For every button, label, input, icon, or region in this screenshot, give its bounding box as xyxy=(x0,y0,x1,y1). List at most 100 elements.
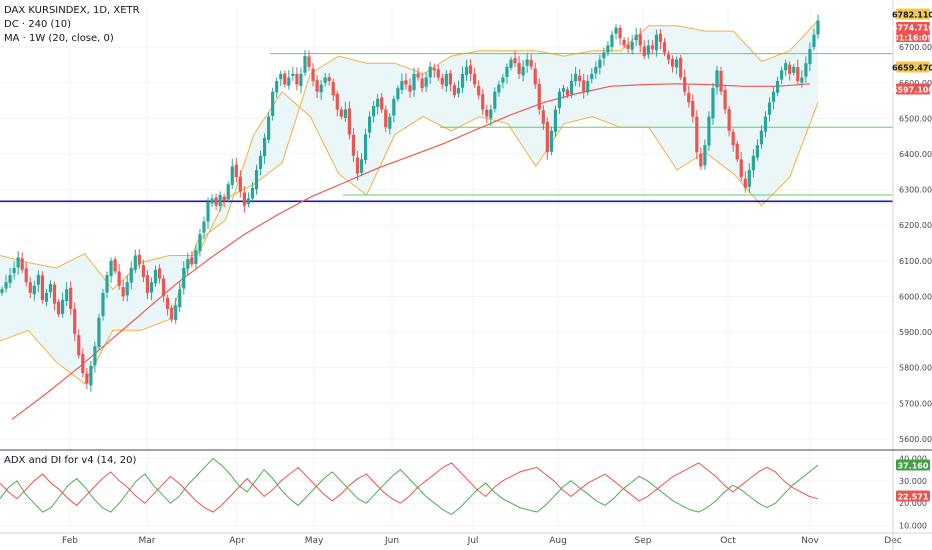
time-tick-label: May xyxy=(305,536,324,546)
candle-body xyxy=(60,300,65,314)
candle-body xyxy=(125,282,129,296)
candle-body xyxy=(533,68,537,85)
time-tick-label: Jun xyxy=(384,536,399,546)
price-tick-label: 6500.000 xyxy=(899,114,932,123)
price-tick-label: 5900.000 xyxy=(899,328,932,337)
candle-body xyxy=(283,73,287,85)
candle-body xyxy=(392,98,396,116)
candle-body xyxy=(267,116,271,140)
candle-body xyxy=(784,63,788,71)
candle-body xyxy=(792,66,796,73)
candle-body xyxy=(719,71,723,92)
candle-body xyxy=(561,88,566,92)
candle-body xyxy=(254,170,259,190)
candle-body xyxy=(20,258,24,270)
candle-body xyxy=(630,41,634,50)
candle-body xyxy=(456,88,461,94)
candle-body xyxy=(238,176,242,192)
time-tick-label: Jul xyxy=(467,536,479,546)
candle-body xyxy=(618,27,622,39)
di-plus-line xyxy=(0,457,819,515)
candle-body xyxy=(93,346,97,366)
candle-body xyxy=(541,110,545,124)
candle-body xyxy=(271,91,275,116)
candle-body xyxy=(513,58,517,64)
candle-body xyxy=(771,91,776,103)
price-tick-label: 5800.000 xyxy=(899,364,932,373)
candle-body xyxy=(743,178,747,188)
price-tick-label: 6400.000 xyxy=(899,150,932,159)
candle-body xyxy=(113,259,117,272)
candle-body xyxy=(32,285,36,295)
candle-body xyxy=(747,170,751,187)
candle-body xyxy=(594,66,598,74)
candle-body xyxy=(404,80,408,85)
time-tick-label: Nov xyxy=(801,536,819,546)
candle-body xyxy=(400,81,404,90)
candle-body xyxy=(436,69,440,78)
candle-body xyxy=(646,45,650,55)
candle-body xyxy=(218,194,222,206)
candle-body xyxy=(452,85,457,96)
candle-body xyxy=(699,153,703,167)
candle-body xyxy=(796,67,800,81)
candle-body xyxy=(363,134,368,161)
candle-body xyxy=(174,305,178,320)
candle-body xyxy=(505,66,509,78)
adx-tick-label: 40.000 xyxy=(899,454,927,463)
candle-body xyxy=(198,234,202,252)
candle-body xyxy=(182,267,186,289)
candle-body xyxy=(711,88,715,119)
time-tick-label: Mar xyxy=(139,536,156,546)
candle-body xyxy=(489,109,493,119)
candle-body xyxy=(497,84,501,93)
candle-body xyxy=(808,48,812,64)
candle-body xyxy=(145,275,150,293)
candle-body xyxy=(40,275,44,300)
candle-body xyxy=(493,91,497,109)
candle-body xyxy=(81,354,85,373)
price-badge-label: 6782.110 xyxy=(892,11,932,20)
candle-body xyxy=(565,89,570,96)
symbol-legend: DAX KURSINDEX, 1D, XETR xyxy=(4,5,140,16)
candle-body xyxy=(186,259,190,269)
candle-body xyxy=(170,307,174,320)
candle-body xyxy=(307,56,311,67)
candle-body xyxy=(517,63,521,74)
candle-body xyxy=(210,198,214,204)
price-tick-label: 5600.000 xyxy=(899,435,932,444)
candle-body xyxy=(767,102,772,115)
candle-body xyxy=(650,45,654,49)
candle-body xyxy=(521,66,525,76)
candle-body xyxy=(658,33,663,42)
candle-body xyxy=(133,255,137,270)
candle-body xyxy=(408,85,412,92)
candle-body xyxy=(157,268,162,279)
candle-body xyxy=(424,77,428,87)
candle-body xyxy=(246,198,251,205)
price-badge-label: 37.160 xyxy=(898,462,929,471)
price-badge-label: 6659.470 xyxy=(892,64,932,73)
candle-body xyxy=(440,77,444,85)
candle-body xyxy=(311,68,315,81)
ma-legend: MA · 1W (20, close, 0) xyxy=(4,33,114,44)
candle-body xyxy=(574,73,578,82)
candle-body xyxy=(339,109,343,117)
candle-body xyxy=(549,130,553,152)
candle-body xyxy=(234,164,238,178)
candle-body xyxy=(16,257,20,268)
candle-body xyxy=(626,44,630,49)
candle-body xyxy=(759,130,764,145)
candle-body xyxy=(642,46,646,57)
candle-body xyxy=(788,64,792,74)
candle-body xyxy=(331,82,335,96)
price-tick-label: 6100.000 xyxy=(899,257,932,266)
candle-body xyxy=(73,308,77,334)
candle-body xyxy=(751,155,755,171)
candle-body xyxy=(137,254,141,265)
di-minus-line xyxy=(0,462,819,513)
time-tick-label: Oct xyxy=(720,536,736,546)
candle-body xyxy=(691,100,695,117)
